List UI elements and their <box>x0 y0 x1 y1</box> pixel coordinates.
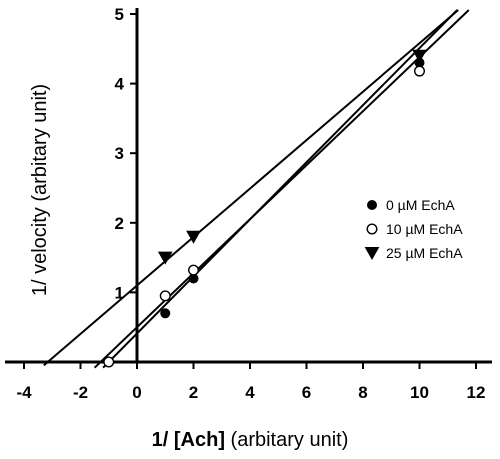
legend-marker-2 <box>366 223 378 235</box>
legend-label-3: 25 µM EchA <box>386 245 463 261</box>
fit-line-1 <box>102 9 458 369</box>
fit-line-2 <box>93 9 470 369</box>
legend: 0 µM EchA 10 µM EchA 25 µM EchA <box>364 197 463 261</box>
data-point-series-2 <box>103 356 115 368</box>
data-point-series-3 <box>186 230 201 244</box>
data-point-series-2 <box>159 290 171 302</box>
y-tick-label: 2 <box>115 214 124 233</box>
y-axis-title: 1/ velocity (arbitary unit) <box>29 84 51 296</box>
x-tick-label: 8 <box>358 383 367 402</box>
x-tick-label: 6 <box>302 383 311 402</box>
data-point-series-2 <box>187 264 199 276</box>
legend-marker-1 <box>367 200 377 210</box>
legend-label-1: 0 µM EchA <box>386 197 455 213</box>
y-tick-label: 5 <box>115 5 124 24</box>
data-point-series-2 <box>414 65 426 77</box>
x-tick-label: -4 <box>16 383 32 402</box>
legend-marker-3 <box>364 247 380 261</box>
x-tick-label: 4 <box>245 383 255 402</box>
axes <box>5 8 492 369</box>
x-tick-label: 10 <box>410 383 429 402</box>
data-point-series-3 <box>157 251 173 265</box>
x-tick-label: 12 <box>467 383 486 402</box>
x-tick-label: -2 <box>73 383 88 402</box>
x-tick-label: 2 <box>189 383 198 402</box>
x-axis-title-rest: (arbitary unit) <box>225 429 348 451</box>
x-axis-title-bold: 1/ [Ach] <box>152 429 225 451</box>
y-tick-label: 1 <box>115 283 124 302</box>
data-points <box>103 49 427 368</box>
fit-line-3 <box>43 9 459 367</box>
x-axis-title: 1/ [Ach] (arbitary unit) <box>152 429 349 451</box>
y-tick-label: 3 <box>115 144 124 163</box>
data-point-series-1 <box>160 308 171 319</box>
fit-lines <box>43 9 470 369</box>
legend-label-2: 10 µM EchA <box>386 221 463 237</box>
data-point-series-3 <box>412 49 427 63</box>
x-tick-label: 0 <box>132 383 141 402</box>
y-tick-label: 4 <box>115 75 125 94</box>
